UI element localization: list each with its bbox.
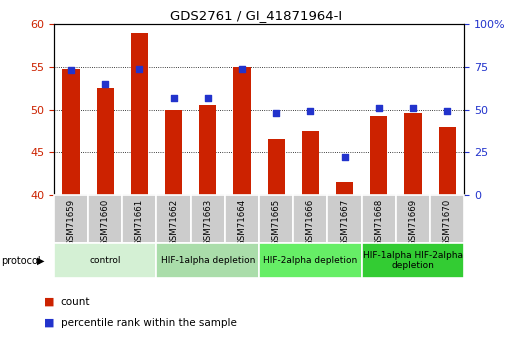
Point <box>238 66 246 71</box>
Bar <box>165 110 182 195</box>
Bar <box>54 195 88 243</box>
Text: protocol: protocol <box>1 256 41 266</box>
Text: GSM71668: GSM71668 <box>374 199 383 246</box>
Text: GSM71659: GSM71659 <box>67 199 75 246</box>
Text: GSM71667: GSM71667 <box>340 199 349 246</box>
Point <box>204 95 212 100</box>
Bar <box>430 195 464 243</box>
Bar <box>293 195 327 243</box>
Text: GSM71664: GSM71664 <box>238 199 246 246</box>
Text: GSM71669: GSM71669 <box>408 199 418 246</box>
Bar <box>362 195 396 243</box>
Point <box>135 66 144 71</box>
Point <box>101 81 109 87</box>
Bar <box>96 88 114 195</box>
Text: GSM71670: GSM71670 <box>443 199 451 246</box>
Bar <box>259 195 293 243</box>
Text: GSM71665: GSM71665 <box>272 199 281 246</box>
Text: ▶: ▶ <box>37 256 45 266</box>
Bar <box>336 182 353 195</box>
Text: GSM71661: GSM71661 <box>135 199 144 246</box>
Bar <box>122 195 156 243</box>
Text: ■: ■ <box>44 297 54 307</box>
Bar <box>156 243 259 278</box>
Text: GSM71662: GSM71662 <box>169 199 178 246</box>
Bar <box>362 243 464 278</box>
Text: GDS2761 / GI_41871964-I: GDS2761 / GI_41871964-I <box>170 9 343 22</box>
Point <box>374 105 383 111</box>
Point <box>306 108 314 114</box>
Text: HIF-1alpha depletion: HIF-1alpha depletion <box>161 256 255 265</box>
Point <box>341 155 349 160</box>
Bar <box>439 127 456 195</box>
Bar <box>302 131 319 195</box>
Bar <box>396 195 430 243</box>
Bar <box>156 195 191 243</box>
Bar <box>370 116 387 195</box>
Bar <box>327 195 362 243</box>
Point <box>272 110 280 116</box>
Bar <box>63 69 80 195</box>
Point <box>409 105 417 111</box>
Text: GSM71660: GSM71660 <box>101 199 110 246</box>
Text: GSM71663: GSM71663 <box>203 199 212 246</box>
Point <box>443 108 451 114</box>
Text: count: count <box>61 297 90 307</box>
Bar <box>191 195 225 243</box>
Bar <box>88 195 122 243</box>
Text: percentile rank within the sample: percentile rank within the sample <box>61 318 236 327</box>
Bar <box>131 33 148 195</box>
Bar <box>199 105 216 195</box>
Text: HIF-1alpha HIF-2alpha
depletion: HIF-1alpha HIF-2alpha depletion <box>363 251 463 270</box>
Bar <box>225 195 259 243</box>
Bar <box>233 67 250 195</box>
Text: ■: ■ <box>44 318 54 327</box>
Bar <box>404 113 422 195</box>
Bar <box>259 243 362 278</box>
Bar <box>54 243 156 278</box>
Bar <box>268 139 285 195</box>
Point <box>67 68 75 73</box>
Text: control: control <box>89 256 121 265</box>
Text: HIF-2alpha depletion: HIF-2alpha depletion <box>263 256 358 265</box>
Text: GSM71666: GSM71666 <box>306 199 315 246</box>
Point <box>169 95 177 100</box>
